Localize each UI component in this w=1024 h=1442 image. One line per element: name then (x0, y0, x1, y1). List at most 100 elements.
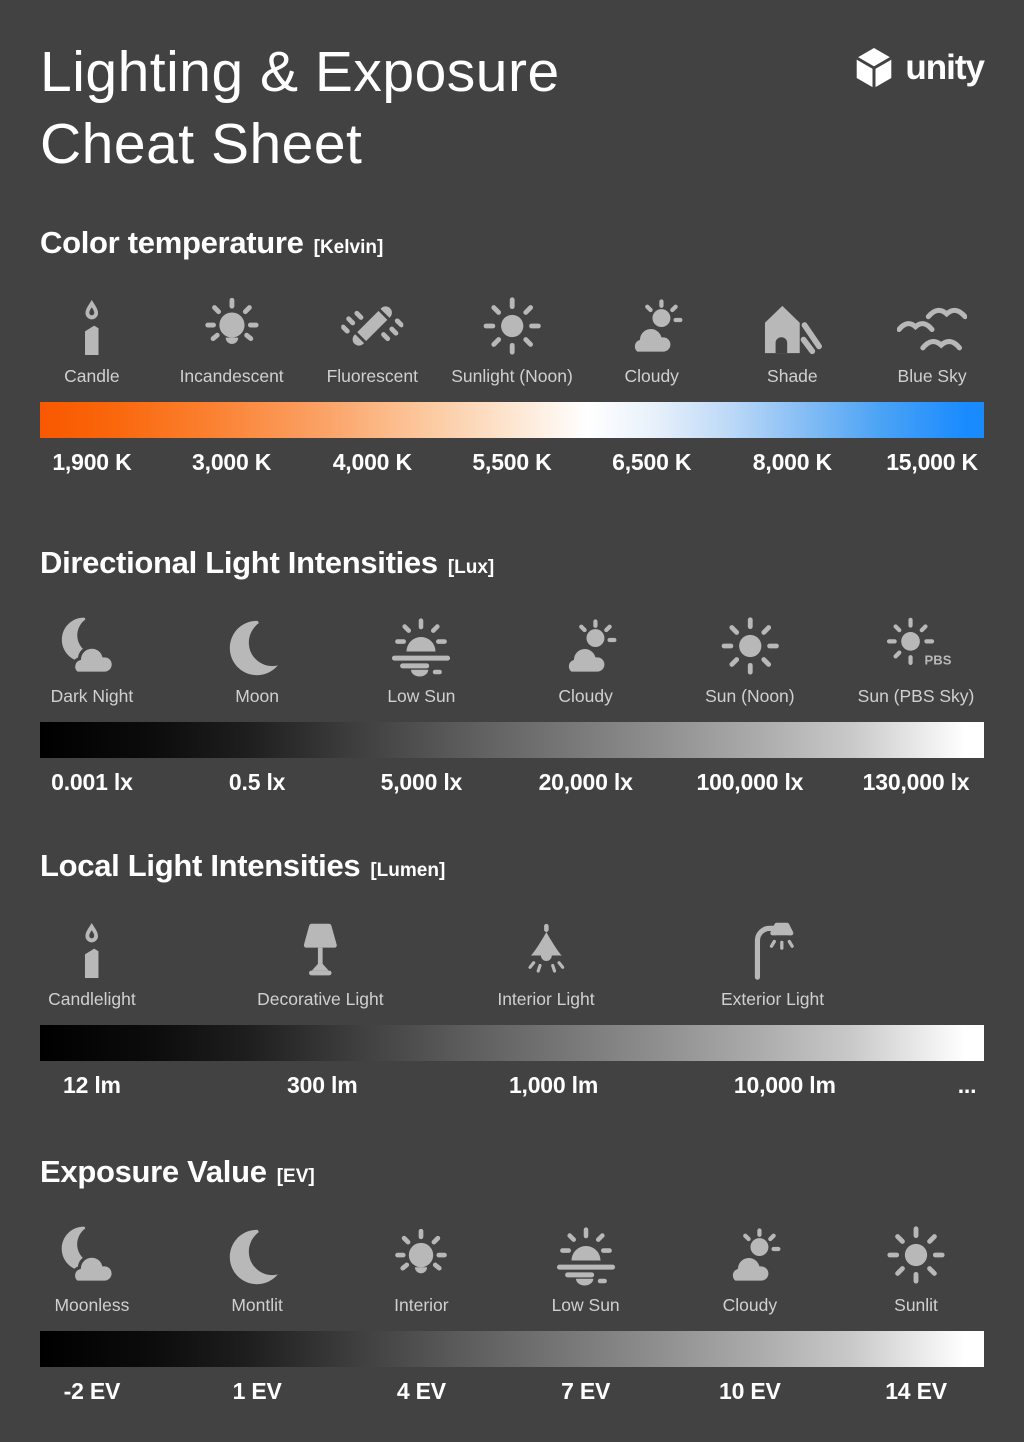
icon-label: Dark Night (50, 685, 134, 706)
scale-value: 1,900 K (52, 448, 132, 475)
sun-cloud-icon (716, 1227, 784, 1286)
sun-icon (719, 615, 781, 677)
sun-cloud-icon (618, 298, 686, 357)
column-montlit: Montlit (228, 1228, 286, 1316)
candle-icon (85, 922, 99, 978)
scale-value: 4,000 K (332, 448, 412, 475)
icon-label: Sun (Noon) (705, 685, 795, 706)
icon-row: Dark Night Moon Low Sun Cloudy Sun (Noon… (40, 605, 984, 707)
incandescent-bulb-icon (391, 1226, 451, 1286)
section-unit: [Lux] (447, 556, 495, 578)
sun-icon (481, 295, 543, 357)
section-local-light: Local Light Intensities [Lumen] Candlelig… (40, 848, 984, 1102)
section-heading: Directional Light Intensities [Lux] (40, 545, 984, 581)
column-moon: Moon (228, 619, 286, 707)
icon-label: Low Sun (387, 685, 456, 706)
section-title: Directional Light Intensities (40, 544, 438, 580)
section-directional-light: Directional Light Intensities [Lux] Dark … (40, 545, 984, 799)
section-unit: [EV] (276, 1165, 315, 1187)
section-unit: [Lumen] (370, 859, 446, 881)
lux-scale-values: 0.001 lx 0.5 lx 5,000 lx 20,000 lx 100,0… (40, 769, 984, 799)
low-sun-icon (551, 1226, 620, 1286)
scale-value: 0.001 lx (51, 768, 133, 795)
section-title: Local Light Intensities (40, 847, 361, 883)
ev-gradient-bar (40, 1330, 984, 1367)
column-low-sun: Low Sun (551, 1226, 620, 1316)
icon-label: Cloudy (558, 685, 613, 706)
scale-value: 3,000 K (192, 448, 272, 475)
scale-value: 15,000 K (886, 448, 978, 475)
column-cloudy: Cloudy (716, 1227, 784, 1316)
column-cloudy: Cloudy (618, 298, 686, 387)
icon-label: Blue Sky (897, 365, 967, 386)
scale-value: -2 EV (63, 1377, 121, 1404)
column-sunlight-noon: Sunlight (Noon) (451, 295, 573, 387)
icon-label: Interior Light (497, 988, 595, 1009)
icon-label: Sun (PBS Sky) (857, 685, 975, 706)
column-shade: Shade (761, 301, 823, 387)
icon-label: Moon (235, 685, 279, 706)
column-candlelight: Candlelight (48, 922, 136, 1010)
scale-value: 100,000 lx (696, 768, 804, 795)
column-incandescent: Incandescent (180, 295, 284, 387)
column-sun-pbs-sky: PBS Sun (PBS Sky) (857, 617, 975, 707)
icon-row: Candle Incandescent Fluorescent Sunlight… (40, 285, 984, 387)
scale-value: 10 EV (719, 1377, 781, 1404)
icon-label: Moonless (54, 1294, 130, 1315)
birds-icon (897, 302, 967, 357)
icon-label: Cloudy (624, 365, 679, 386)
scale-value: 5,000 lx (380, 768, 463, 795)
moon-cloud-icon (60, 615, 116, 675)
table-lamp-icon (303, 923, 337, 976)
column-moonless: Moonless (54, 1224, 130, 1316)
page-title-line2: Cheat Sheet (40, 112, 363, 177)
unity-wordmark: unity (905, 48, 985, 87)
column-fluorescent: Fluorescent (327, 295, 418, 387)
lumen-gradient-bar (40, 1024, 984, 1061)
scale-value: ... (957, 1071, 977, 1098)
scale-value: 5,500 K (472, 448, 552, 475)
crescent-moon-icon (229, 620, 279, 675)
page-title: Lighting & Exposure Cheat Sheet (40, 36, 560, 181)
crescent-moon-icon (229, 1229, 279, 1284)
column-low-sun: Low Sun (387, 617, 456, 707)
scale-value: 14 EV (885, 1377, 947, 1404)
pbs-badge-text: PBS (924, 653, 951, 668)
icon-label: Candle (64, 365, 120, 386)
column-sun-noon: Sun (Noon) (705, 615, 795, 707)
icon-label: Sunlit (894, 1294, 938, 1315)
column-sunlit: Sunlit (885, 1224, 947, 1316)
lux-gradient-bar (40, 721, 984, 758)
column-interior: Interior (391, 1226, 451, 1316)
icon-label: Low Sun (551, 1294, 620, 1315)
page-title-line1: Lighting & Exposure (40, 40, 560, 104)
scale-value: 6,500 K (612, 448, 692, 475)
scale-value: 12 lm (62, 1071, 121, 1098)
kelvin-scale-values: 1,900 K 3,000 K 4,000 K 5,500 K 6,500 K … (40, 449, 984, 479)
icon-label: Interior (394, 1294, 449, 1315)
column-dark-night: Dark Night (50, 615, 134, 707)
column-decorative-light: Decorative Light (257, 920, 384, 1010)
icon-row: Candlelight Decorative Light Interior Li… (40, 908, 984, 1010)
sun-cloud-icon (552, 618, 620, 677)
column-interior-light: Interior Light (497, 921, 595, 1010)
lumen-scale-values: 12 lm 300 lm 1,000 lm 10,000 lm ... (40, 1072, 984, 1102)
column-candle: Candle (64, 299, 120, 387)
scale-value: 4 EV (396, 1377, 446, 1404)
scale-value: 10,000 lm (733, 1071, 836, 1098)
scale-value: 0.5 lx (228, 768, 286, 795)
sun-icon (885, 1224, 947, 1286)
scale-value: 300 lm (287, 1071, 358, 1098)
section-exposure-value: Exposure Value [EV] Moonless Montlit Inte… (40, 1154, 984, 1408)
section-title: Exposure Value (40, 1153, 267, 1189)
fluorescent-tube-icon (341, 295, 403, 357)
section-unit: [Kelvin] (313, 236, 384, 258)
icon-label: Shade (767, 365, 818, 386)
scale-value: 20,000 lx (538, 768, 633, 795)
scale-value: 130,000 lx (862, 768, 970, 795)
ev-scale-values: -2 EV 1 EV 4 EV 7 EV 10 EV 14 EV (40, 1378, 984, 1408)
column-cloudy: Cloudy (552, 618, 620, 707)
candle-icon (85, 299, 99, 355)
column-exterior-light: Exterior Light (721, 918, 824, 1010)
